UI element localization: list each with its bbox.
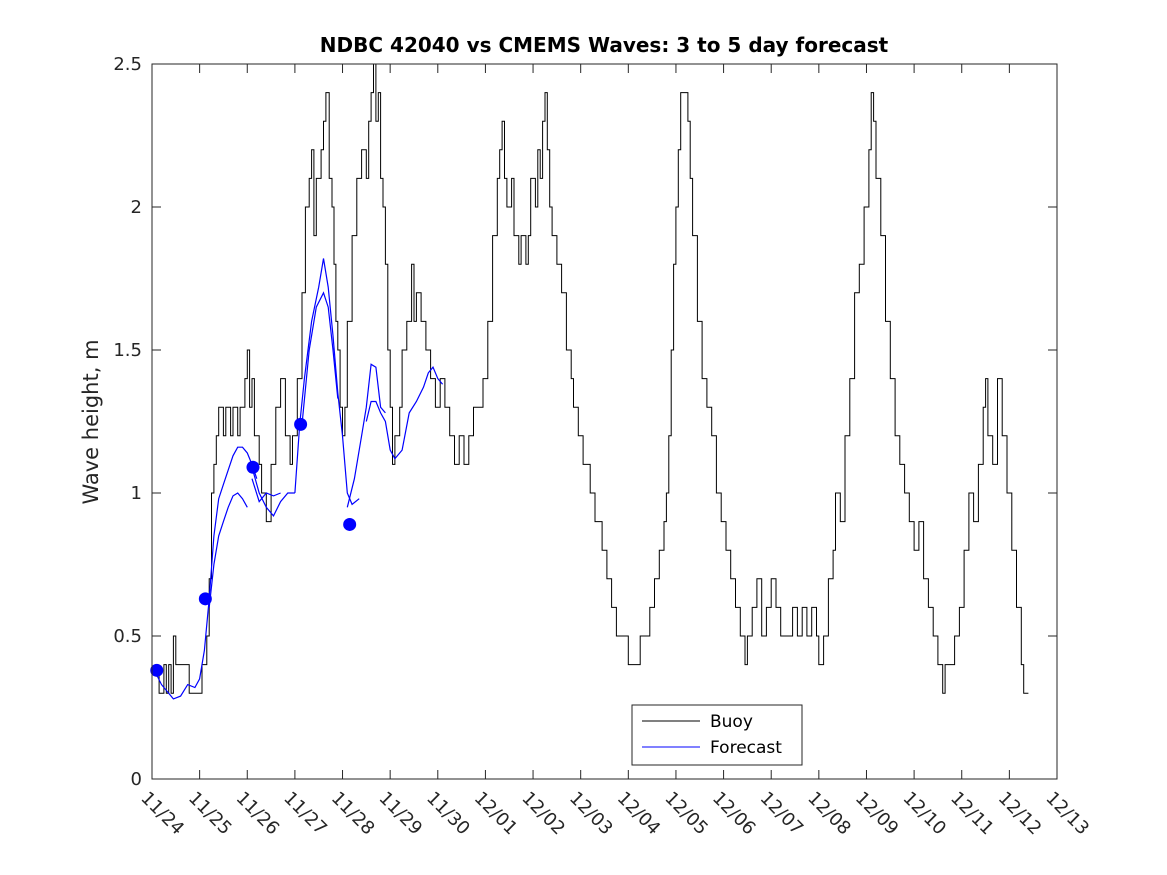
legend-buoy-label: Buoy (710, 712, 753, 732)
legend-forecast-label: Forecast (710, 738, 782, 758)
forecast-marker (150, 663, 164, 677)
legend-box (631, 704, 803, 766)
forecast-line (251, 478, 281, 503)
y-axis-label: Wave height, m (79, 339, 103, 504)
forecast-marker (198, 592, 212, 606)
forecast-line (294, 258, 360, 506)
y-tick-label: 1 (131, 483, 142, 504)
forecast-line (153, 446, 258, 700)
forecast-marker (246, 460, 260, 474)
legend: Buoy Forecast (631, 704, 803, 766)
chart-title: NDBC 42040 vs CMEMS Waves: 3 to 5 day fo… (320, 33, 889, 57)
y-tick-label: 0.5 (113, 626, 142, 647)
buoy-line (153, 63, 1029, 694)
y-axis-ticks: 0 0.5 1 1.5 2 2.5 (113, 54, 1057, 790)
forecast-marker (294, 417, 308, 431)
y-tick-label: 2 (131, 197, 142, 218)
forecast-line (251, 467, 295, 517)
forecast-line (346, 363, 386, 508)
forecast-line (208, 492, 248, 608)
forecast-line (301, 291, 339, 425)
forecast-marker (343, 517, 357, 531)
series-layer (150, 63, 1029, 700)
y-tick-label: 1.5 (113, 340, 142, 361)
plot-area (152, 64, 1057, 779)
y-tick-label: 0 (131, 769, 142, 790)
plot-frame (151, 63, 1058, 780)
forecast-line (365, 366, 444, 460)
y-tick-label: 2.5 (113, 54, 142, 75)
